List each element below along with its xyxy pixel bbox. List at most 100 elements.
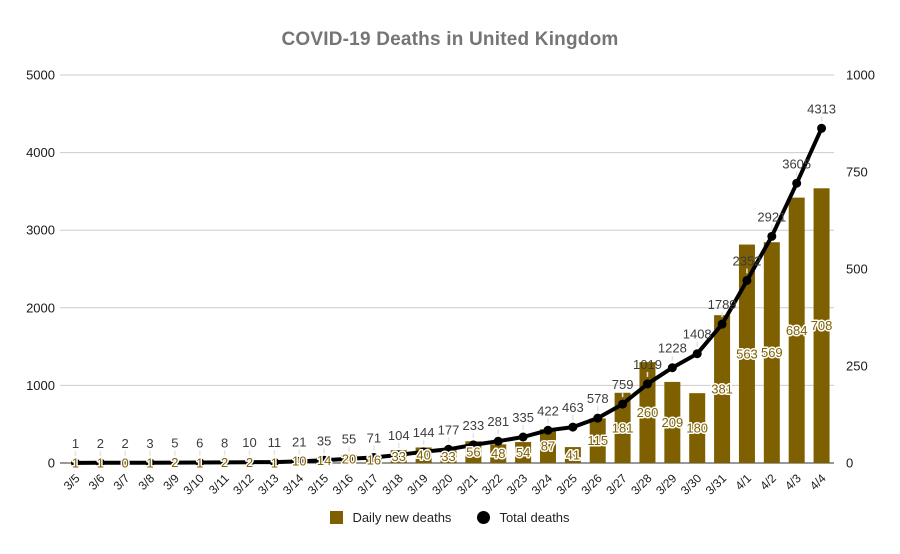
daily-label-4/4: 708 (811, 318, 833, 333)
x-axis-label-3/17: 3/17 (355, 471, 382, 498)
point-4/2[interactable] (767, 231, 777, 241)
total-label-3/13: 11 (268, 435, 282, 450)
bar-3/25[interactable] (564, 447, 581, 463)
legend-item-total-deaths[interactable]: Total deaths (477, 510, 570, 525)
bar-4/3[interactable] (788, 197, 805, 463)
point-3/16[interactable] (344, 454, 354, 464)
total-label-3/31: 1789 (708, 297, 737, 312)
total-label-3/22: 281 (487, 414, 509, 429)
x-axis-label-3/26: 3/26 (578, 471, 605, 498)
bar-series-swatch-icon (330, 511, 344, 524)
point-4/1[interactable] (742, 275, 752, 285)
right-axis-tick: 750 (846, 165, 868, 180)
bar-4/4[interactable] (813, 188, 830, 463)
bar-3/27[interactable] (614, 392, 631, 463)
x-axis-label-3/5: 3/5 (61, 471, 83, 493)
bar-3/26[interactable] (589, 418, 606, 463)
total-label-3/19: 144 (413, 425, 435, 440)
x-axis-label-4/1: 4/1 (732, 471, 754, 493)
total-label-3/26: 578 (587, 391, 609, 406)
total-label-3/15: 35 (317, 433, 331, 448)
daily-label-3/21: 56 (466, 445, 480, 460)
total-label-3/23: 335 (512, 410, 534, 425)
left-axis-tick: 2000 (26, 300, 55, 315)
point-3/7[interactable] (120, 458, 130, 468)
bar-4/2[interactable] (763, 242, 780, 463)
daily-label-3/8: 1 (146, 455, 153, 470)
bar-4/1[interactable] (738, 244, 755, 463)
left-axis-tick: 3000 (26, 223, 55, 238)
daily-label-3/16: 20 (342, 452, 356, 467)
bar-3/20[interactable] (440, 450, 457, 463)
x-axis-label-3/31: 3/31 (703, 471, 730, 498)
bar-3/23[interactable] (515, 442, 532, 463)
x-axis-label-3/22: 3/22 (479, 471, 506, 498)
point-3/20[interactable] (444, 444, 453, 454)
point-3/26[interactable] (593, 413, 603, 423)
daily-label-3/12: 2 (246, 455, 253, 470)
point-3/9[interactable] (170, 458, 180, 468)
bar-3/31[interactable] (714, 315, 731, 463)
bar-3/24[interactable] (539, 429, 556, 463)
daily-label-3/15: 14 (317, 453, 331, 468)
daily-label-3/27: 181 (612, 420, 634, 435)
point-3/12[interactable] (245, 457, 255, 467)
point-4/4[interactable] (817, 123, 827, 133)
x-axis-label-3/16: 3/16 (330, 471, 357, 498)
x-axis-label-3/15: 3/15 (305, 471, 332, 498)
total-label-3/8: 3 (146, 436, 153, 451)
daily-label-3/6: 1 (97, 455, 104, 470)
bar-3/30[interactable] (689, 393, 706, 463)
left-axis-tick: 5000 (26, 68, 55, 83)
daily-label-4/1: 563 (736, 346, 758, 361)
point-3/21[interactable] (468, 440, 478, 450)
total-label-4/4: 4313 (807, 101, 836, 116)
bar-3/29[interactable] (664, 381, 681, 463)
point-3/18[interactable] (394, 450, 404, 460)
point-3/28[interactable] (642, 379, 652, 389)
point-3/24[interactable] (543, 425, 553, 435)
point-3/27[interactable] (618, 399, 628, 409)
point-3/10[interactable] (195, 458, 205, 468)
daily-label-3/23: 54 (516, 445, 530, 460)
bar-3/22[interactable] (490, 444, 507, 463)
point-3/5[interactable] (70, 458, 80, 468)
point-3/19[interactable] (419, 447, 429, 457)
right-axis-tick: 250 (846, 359, 868, 374)
point-3/29[interactable] (667, 363, 677, 373)
total-label-3/7: 2 (122, 436, 129, 451)
point-3/17[interactable] (369, 452, 379, 462)
daily-label-3/11: 2 (221, 455, 228, 470)
point-3/14[interactable] (294, 456, 304, 466)
x-axis-label-4/2: 4/2 (757, 471, 779, 493)
total-label-3/18: 104 (388, 428, 410, 443)
legend-label-daily-new-deaths: Daily new deaths (352, 510, 452, 525)
point-3/13[interactable] (269, 457, 279, 467)
point-3/8[interactable] (145, 458, 155, 468)
x-axis-label-3/29: 3/29 (653, 471, 680, 498)
daily-label-4/2: 569 (761, 345, 783, 360)
total-deaths-line[interactable] (73, 126, 824, 465)
point-3/6[interactable] (95, 458, 105, 468)
daily-label-3/10: 1 (196, 455, 203, 470)
point-3/23[interactable] (518, 432, 528, 442)
x-axis-label-3/19: 3/19 (404, 471, 431, 498)
right-axis-tick: 1000 (846, 68, 875, 83)
daily-label-3/24: 87 (541, 439, 555, 454)
legend-item-daily-new-deaths[interactable]: Daily new deaths (330, 510, 451, 525)
point-3/22[interactable] (493, 436, 503, 446)
point-3/15[interactable] (319, 455, 329, 465)
point-3/31[interactable] (717, 319, 727, 329)
point-3/11[interactable] (220, 457, 230, 467)
total-label-3/27: 759 (612, 377, 634, 392)
point-3/30[interactable] (692, 349, 702, 359)
x-axis-label-4/3: 4/3 (782, 471, 804, 493)
point-3/25[interactable] (568, 422, 578, 432)
x-axis-label-3/11: 3/11 (206, 471, 232, 497)
daily-label-4/3: 684 (786, 323, 808, 338)
point-4/3[interactable] (792, 178, 802, 188)
daily-label-3/28: 260 (637, 405, 659, 420)
x-axis-label-3/18: 3/18 (379, 471, 406, 498)
